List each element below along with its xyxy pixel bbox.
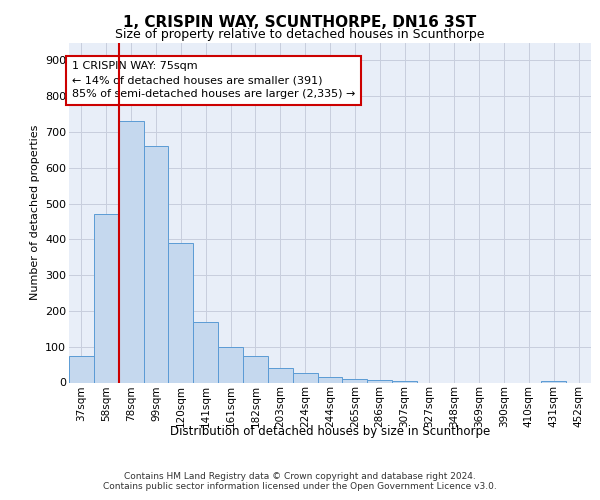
Bar — [218, 346, 243, 382]
Bar — [317, 377, 343, 382]
Bar — [268, 368, 293, 382]
Bar — [119, 121, 143, 382]
Y-axis label: Number of detached properties: Number of detached properties — [29, 125, 40, 300]
Bar — [193, 322, 218, 382]
Bar — [367, 380, 392, 382]
Text: Size of property relative to detached houses in Scunthorpe: Size of property relative to detached ho… — [115, 28, 485, 41]
Bar — [94, 214, 119, 382]
Bar — [243, 356, 268, 382]
Bar — [143, 146, 169, 382]
Bar — [541, 380, 566, 382]
Text: 1 CRISPIN WAY: 75sqm
← 14% of detached houses are smaller (391)
85% of semi-deta: 1 CRISPIN WAY: 75sqm ← 14% of detached h… — [71, 61, 355, 99]
Text: 1, CRISPIN WAY, SCUNTHORPE, DN16 3ST: 1, CRISPIN WAY, SCUNTHORPE, DN16 3ST — [124, 15, 476, 30]
Bar — [392, 380, 417, 382]
Bar — [293, 373, 317, 382]
Text: Distribution of detached houses by size in Scunthorpe: Distribution of detached houses by size … — [170, 425, 490, 438]
Bar — [69, 356, 94, 382]
Text: Contains HM Land Registry data © Crown copyright and database right 2024.
Contai: Contains HM Land Registry data © Crown c… — [103, 472, 497, 491]
Bar — [343, 379, 367, 382]
Bar — [169, 243, 193, 382]
